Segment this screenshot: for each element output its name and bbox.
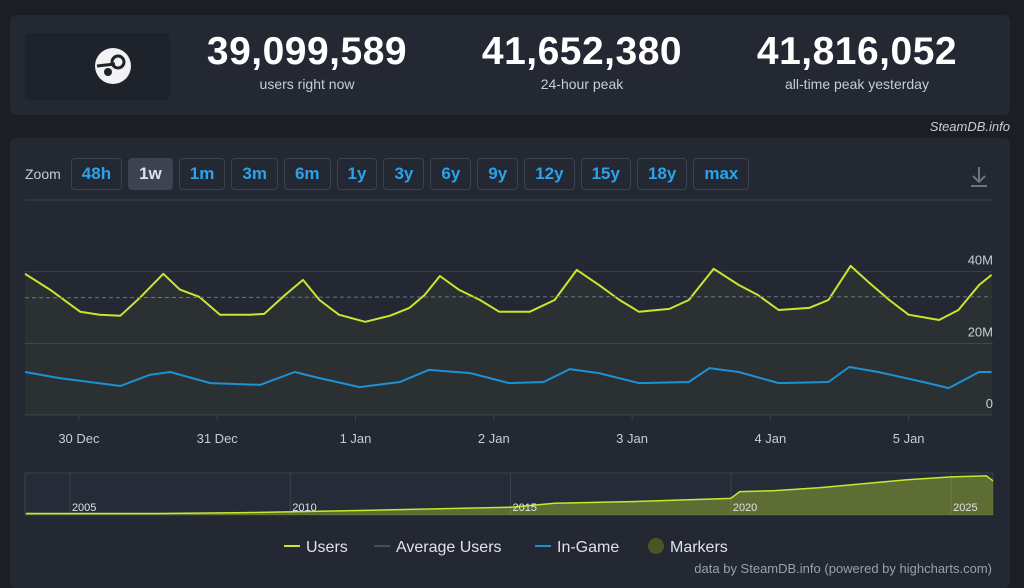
stat-label: all-time peak yesterday [785,76,929,92]
x-tick-label: 31 Dec [197,431,239,446]
navigator-box [24,472,994,516]
legend-symbol [648,538,664,554]
page: 39,099,589 users right now 41,652,380 24-ho… [10,15,1010,588]
stat: 41,816,052 all-time peak yesterday [727,30,987,92]
download-icon[interactable] [971,167,987,187]
logo-box [25,33,170,100]
legend-label: Average Users [396,539,502,556]
x-tick-label: 3 Jan [616,431,648,446]
zoom-button[interactable]: 48h [70,158,123,190]
footer-credit: data by SteamDB.info (powered by highcha… [694,561,992,576]
zoom-button[interactable]: 1m [178,158,226,190]
credit-top: SteamDB.info [929,119,1010,134]
steam-logo [95,48,131,84]
navigator-area [25,475,993,515]
zoom-button[interactable]: 18y [636,158,688,190]
zoom-button[interactable]: 15y [580,158,631,190]
x-tick-label: 4 Jan [754,431,786,446]
stat-label: users right now [259,76,355,92]
y-tick-label: 40M [968,253,993,268]
x-tick-label: 5 Jan [893,431,925,446]
chart: 0 20M 40M 30 Dec 31 Dec 1 Jan 2 Jan 3 Jan 4 Jan 5… [24,167,994,556]
zoom-label: Zoom [25,166,61,182]
stats-panel [10,15,1010,115]
zoom-button[interactable]: 3y [383,158,425,190]
zoom-button[interactable]: 6y [430,158,472,190]
zoom-bar: Zoom 48h 1w 1m 3m 6m 1y 3y 6y 9y 12y 15y 18y max [25,158,750,190]
navigator-tick-label: 2025 [953,502,977,514]
stat-value: 41,652,380 [481,30,683,73]
legend-label: In-Game [557,539,619,556]
series-area [25,265,992,415]
stat-value: 39,099,589 [206,30,408,73]
y-tick-label: 20M [968,324,993,339]
zoom-button[interactable]: max [693,158,750,190]
stat: 41,652,380 24-hour peak [452,30,712,92]
zoom-button[interactable]: 6m [283,158,331,190]
y-tick-label: 0 [986,396,993,411]
zoom-button[interactable]: 12y [524,158,575,190]
stat: 39,099,589 users right now [177,30,437,92]
series-line [24,264,993,323]
legend-label: Users [306,539,348,556]
zoom-button[interactable]: 1w [128,158,173,190]
navigator-line [25,475,994,515]
x-tick-label: 30 Dec [58,431,100,446]
zoom-button[interactable]: 9y [477,158,519,190]
zoom-button[interactable]: 3m [231,158,278,190]
x-tick-label: 2 Jan [478,431,510,446]
navigator-tick-label: 2005 [72,502,96,514]
series-line [24,366,992,390]
navigator-tick-label: 2015 [513,502,537,514]
stat-label: 24-hour peak [540,76,624,92]
x-tick-label: 1 Jan [340,431,372,446]
navigator-tick-label: 2020 [733,502,757,514]
zoom-button[interactable]: 1y [336,158,378,190]
legend-label: Markers [670,539,728,556]
stat-value: 41,816,052 [756,30,958,73]
navigator-tick-label: 2010 [292,502,316,514]
